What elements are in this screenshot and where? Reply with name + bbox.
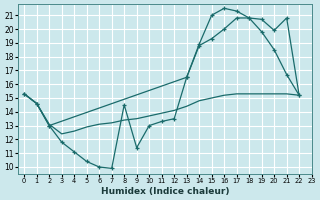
X-axis label: Humidex (Indice chaleur): Humidex (Indice chaleur) xyxy=(100,187,229,196)
